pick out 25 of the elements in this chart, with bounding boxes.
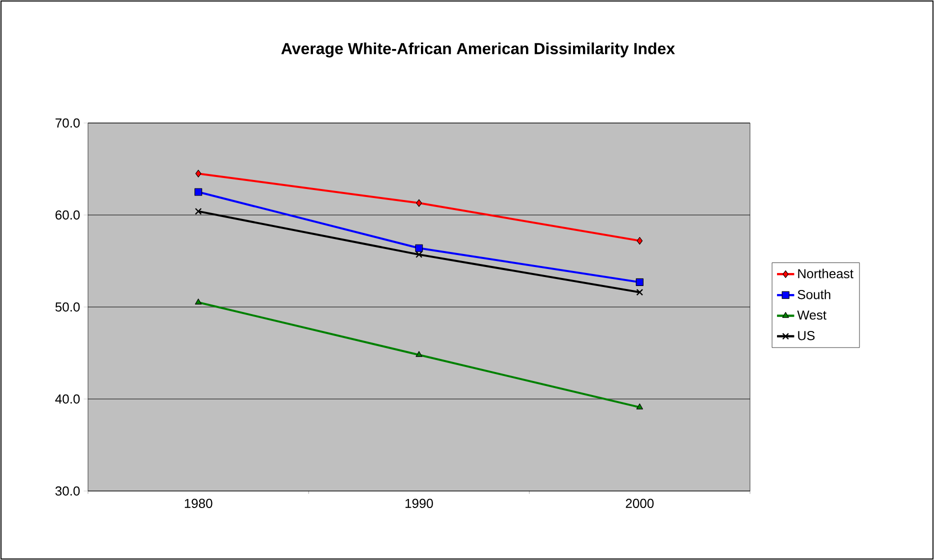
- point: [416, 251, 422, 258]
- y-tick-label: 30.0: [55, 486, 80, 496]
- point: [636, 278, 644, 286]
- y-tick-label: 40.0: [55, 394, 80, 404]
- point: [195, 298, 202, 304]
- point: [194, 208, 202, 215]
- y-tick-label: 70.0: [56, 118, 80, 128]
- legend-label: US: [798, 331, 815, 340]
- y-tick-label: 50.0: [55, 302, 80, 312]
- point: [195, 170, 202, 178]
- x-tick-label: 1990: [406, 498, 433, 508]
- y-tick-label: 60.0: [56, 210, 80, 220]
- x-tick-label: 1980: [184, 498, 212, 508]
- chart-title: Average White-African American Dissimilarity Index: [281, 42, 675, 58]
- point: [636, 236, 643, 245]
- legend-label: South: [798, 290, 830, 300]
- point: [416, 351, 422, 357]
- point: [194, 188, 202, 196]
- point: [636, 403, 644, 410]
- x-tick-label: 2000: [626, 498, 654, 508]
- legend-label: West: [797, 310, 826, 320]
- point: [636, 288, 644, 296]
- point: [415, 244, 423, 252]
- legend-label: Northeast: [798, 268, 854, 278]
- point: [416, 199, 422, 207]
